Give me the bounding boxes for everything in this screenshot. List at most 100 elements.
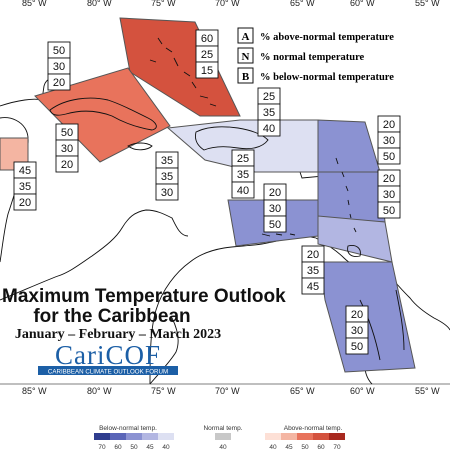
- legend-above-tick: 40: [269, 444, 277, 450]
- prob-normal-value: 35: [237, 169, 249, 181]
- prob-box-windward-islands: 20 30 50: [377, 169, 401, 219]
- prob-box-abc-islands: 20 30 50: [263, 183, 287, 233]
- lesser-antilles-islands: [335, 157, 357, 233]
- prob-normal-value: 30: [269, 203, 281, 215]
- jamaica-outline: [127, 142, 153, 151]
- lon-label-85w-bottom: 85° W: [22, 386, 47, 396]
- lon-label-80w-top: 80° W: [87, 0, 112, 8]
- lon-label-55w-top: 55° W: [415, 0, 440, 8]
- prob-above-value: 25: [263, 91, 275, 103]
- lon-label-75w-top: 75° W: [151, 0, 176, 8]
- legend-above-tick: 60: [317, 444, 325, 450]
- probability-key: A % above-normal temperature N % normal …: [237, 27, 394, 84]
- legend-normal-swatch: [215, 433, 231, 440]
- legend-below-swatch: [94, 433, 110, 440]
- lon-label-55w-bottom: 55° W: [415, 386, 440, 396]
- central-america-coastline: [0, 209, 189, 301]
- legend-below-swatch: [142, 433, 158, 440]
- legend-above-swatch: [265, 433, 281, 440]
- prob-above-value: 50: [61, 127, 73, 139]
- legend-below-tick: 45: [146, 444, 154, 450]
- prob-below-value: 50: [351, 341, 363, 353]
- region-leeward-islands: [317, 119, 381, 173]
- prob-normal-value: 25: [201, 49, 213, 61]
- lon-label-60w-top: 60° W: [350, 0, 375, 8]
- legend-above-label: Above-normal temp.: [284, 425, 343, 432]
- legend-below-label: Below-normal temp.: [99, 425, 157, 432]
- prob-normal-value: 30: [383, 135, 395, 147]
- caricof-logo: CariCOF CARIBBEAN CLIMATE OUTLOOK FORUM: [38, 340, 178, 376]
- legend-below-swatch: [110, 433, 126, 440]
- region-trinidad: [317, 215, 393, 263]
- key-text-normal: % normal temperature: [260, 52, 365, 63]
- prob-normal-value: 35: [307, 265, 319, 277]
- key-letter-below: B: [242, 71, 250, 83]
- prob-box-belize: 45 35 20: [13, 161, 37, 211]
- prob-normal-value: 35: [263, 107, 275, 119]
- cuba-outline: [49, 97, 157, 131]
- prob-above-value: 45: [19, 165, 31, 177]
- prob-box-puerto-rico: 25 35 40: [231, 149, 255, 199]
- legend-below-tick: 60: [114, 444, 122, 450]
- prob-below-value: 30: [161, 187, 173, 199]
- color-legend: Below-normal temp. Normal temp. Above-no…: [94, 425, 345, 451]
- prob-above-value: 20: [351, 309, 363, 321]
- legend-above-tick: 50: [301, 444, 309, 450]
- legend-above-swatch: [329, 433, 345, 440]
- key-row-below: B % below-normal temperature: [237, 67, 394, 84]
- legend-above-swatch: [281, 433, 297, 440]
- key-text-below: % below-normal temperature: [260, 72, 394, 83]
- legend-above-tick: 70: [333, 444, 341, 450]
- prob-above-value: 20: [383, 119, 395, 131]
- prob-below-value: 50: [383, 151, 395, 163]
- prob-normal-value: 30: [61, 143, 73, 155]
- legend-below-swatch: [158, 433, 174, 440]
- legend-below-tick: 70: [98, 444, 106, 450]
- prob-below-value: 40: [237, 185, 249, 197]
- prob-normal-value: 35: [161, 171, 173, 183]
- prob-above-value: 60: [201, 33, 213, 45]
- prob-above-value: 20: [383, 173, 395, 185]
- prob-above-value: 25: [237, 153, 249, 165]
- region-bahamas: [119, 17, 241, 117]
- caricof-wordmark: CariCOF: [55, 340, 161, 370]
- prob-below-value: 45: [307, 281, 319, 293]
- prob-normal-value: 30: [351, 325, 363, 337]
- longitude-labels: 85° W 80° W 75° W 70° W 65° W 60° W 55° …: [22, 0, 440, 396]
- prob-box-cuba: 50 30 20: [47, 41, 71, 91]
- prob-box-hispaniola: 25 35 40: [257, 87, 281, 137]
- prob-box-bahamas: 60 25 15: [195, 29, 219, 79]
- legend-above-swatch: [297, 433, 313, 440]
- prob-normal-value: 30: [383, 189, 395, 201]
- legend-below-tick: 40: [162, 444, 170, 450]
- prob-below-value: 50: [269, 219, 281, 231]
- prob-box-trinidad: 20 35 45: [301, 245, 325, 295]
- bahamas-islands: [149, 37, 217, 107]
- key-text-above: % above-normal temperature: [260, 32, 394, 43]
- map-title-line1: Maximum Temperature Outlook: [2, 286, 286, 307]
- legend-normal-label: Normal temp.: [203, 425, 242, 432]
- prob-below-value: 15: [201, 65, 213, 77]
- lon-label-80w-bottom: 80° W: [87, 386, 112, 396]
- prob-box-guianas: 20 30 50: [345, 305, 369, 355]
- legend-below-tick: 50: [130, 444, 138, 450]
- prob-above-value: 35: [161, 155, 173, 167]
- key-row-normal: N % normal temperature: [237, 47, 365, 64]
- prob-normal-value: 35: [19, 181, 31, 193]
- prob-above-value: 20: [307, 249, 319, 261]
- caricof-subtitle-band: [38, 366, 178, 375]
- prob-below-value: 20: [61, 159, 73, 171]
- region-windward-islands: [317, 171, 386, 223]
- legend-normal-tick: 40: [219, 444, 227, 450]
- probability-boxes: 6025155030205030204535202535402535403535…: [13, 29, 401, 355]
- island-outlines: [49, 37, 405, 361]
- map-title-line2: for the Caribbean: [33, 306, 190, 327]
- prob-box-caribbean-sea: 35 35 30: [155, 151, 179, 201]
- key-row-above: A % above-normal temperature: [237, 27, 394, 44]
- lon-label-85w-top: 85° W: [22, 0, 47, 8]
- lon-label-65w-bottom: 65° W: [290, 386, 315, 396]
- key-letter-normal: N: [242, 51, 250, 63]
- prob-normal-value: 30: [53, 61, 65, 73]
